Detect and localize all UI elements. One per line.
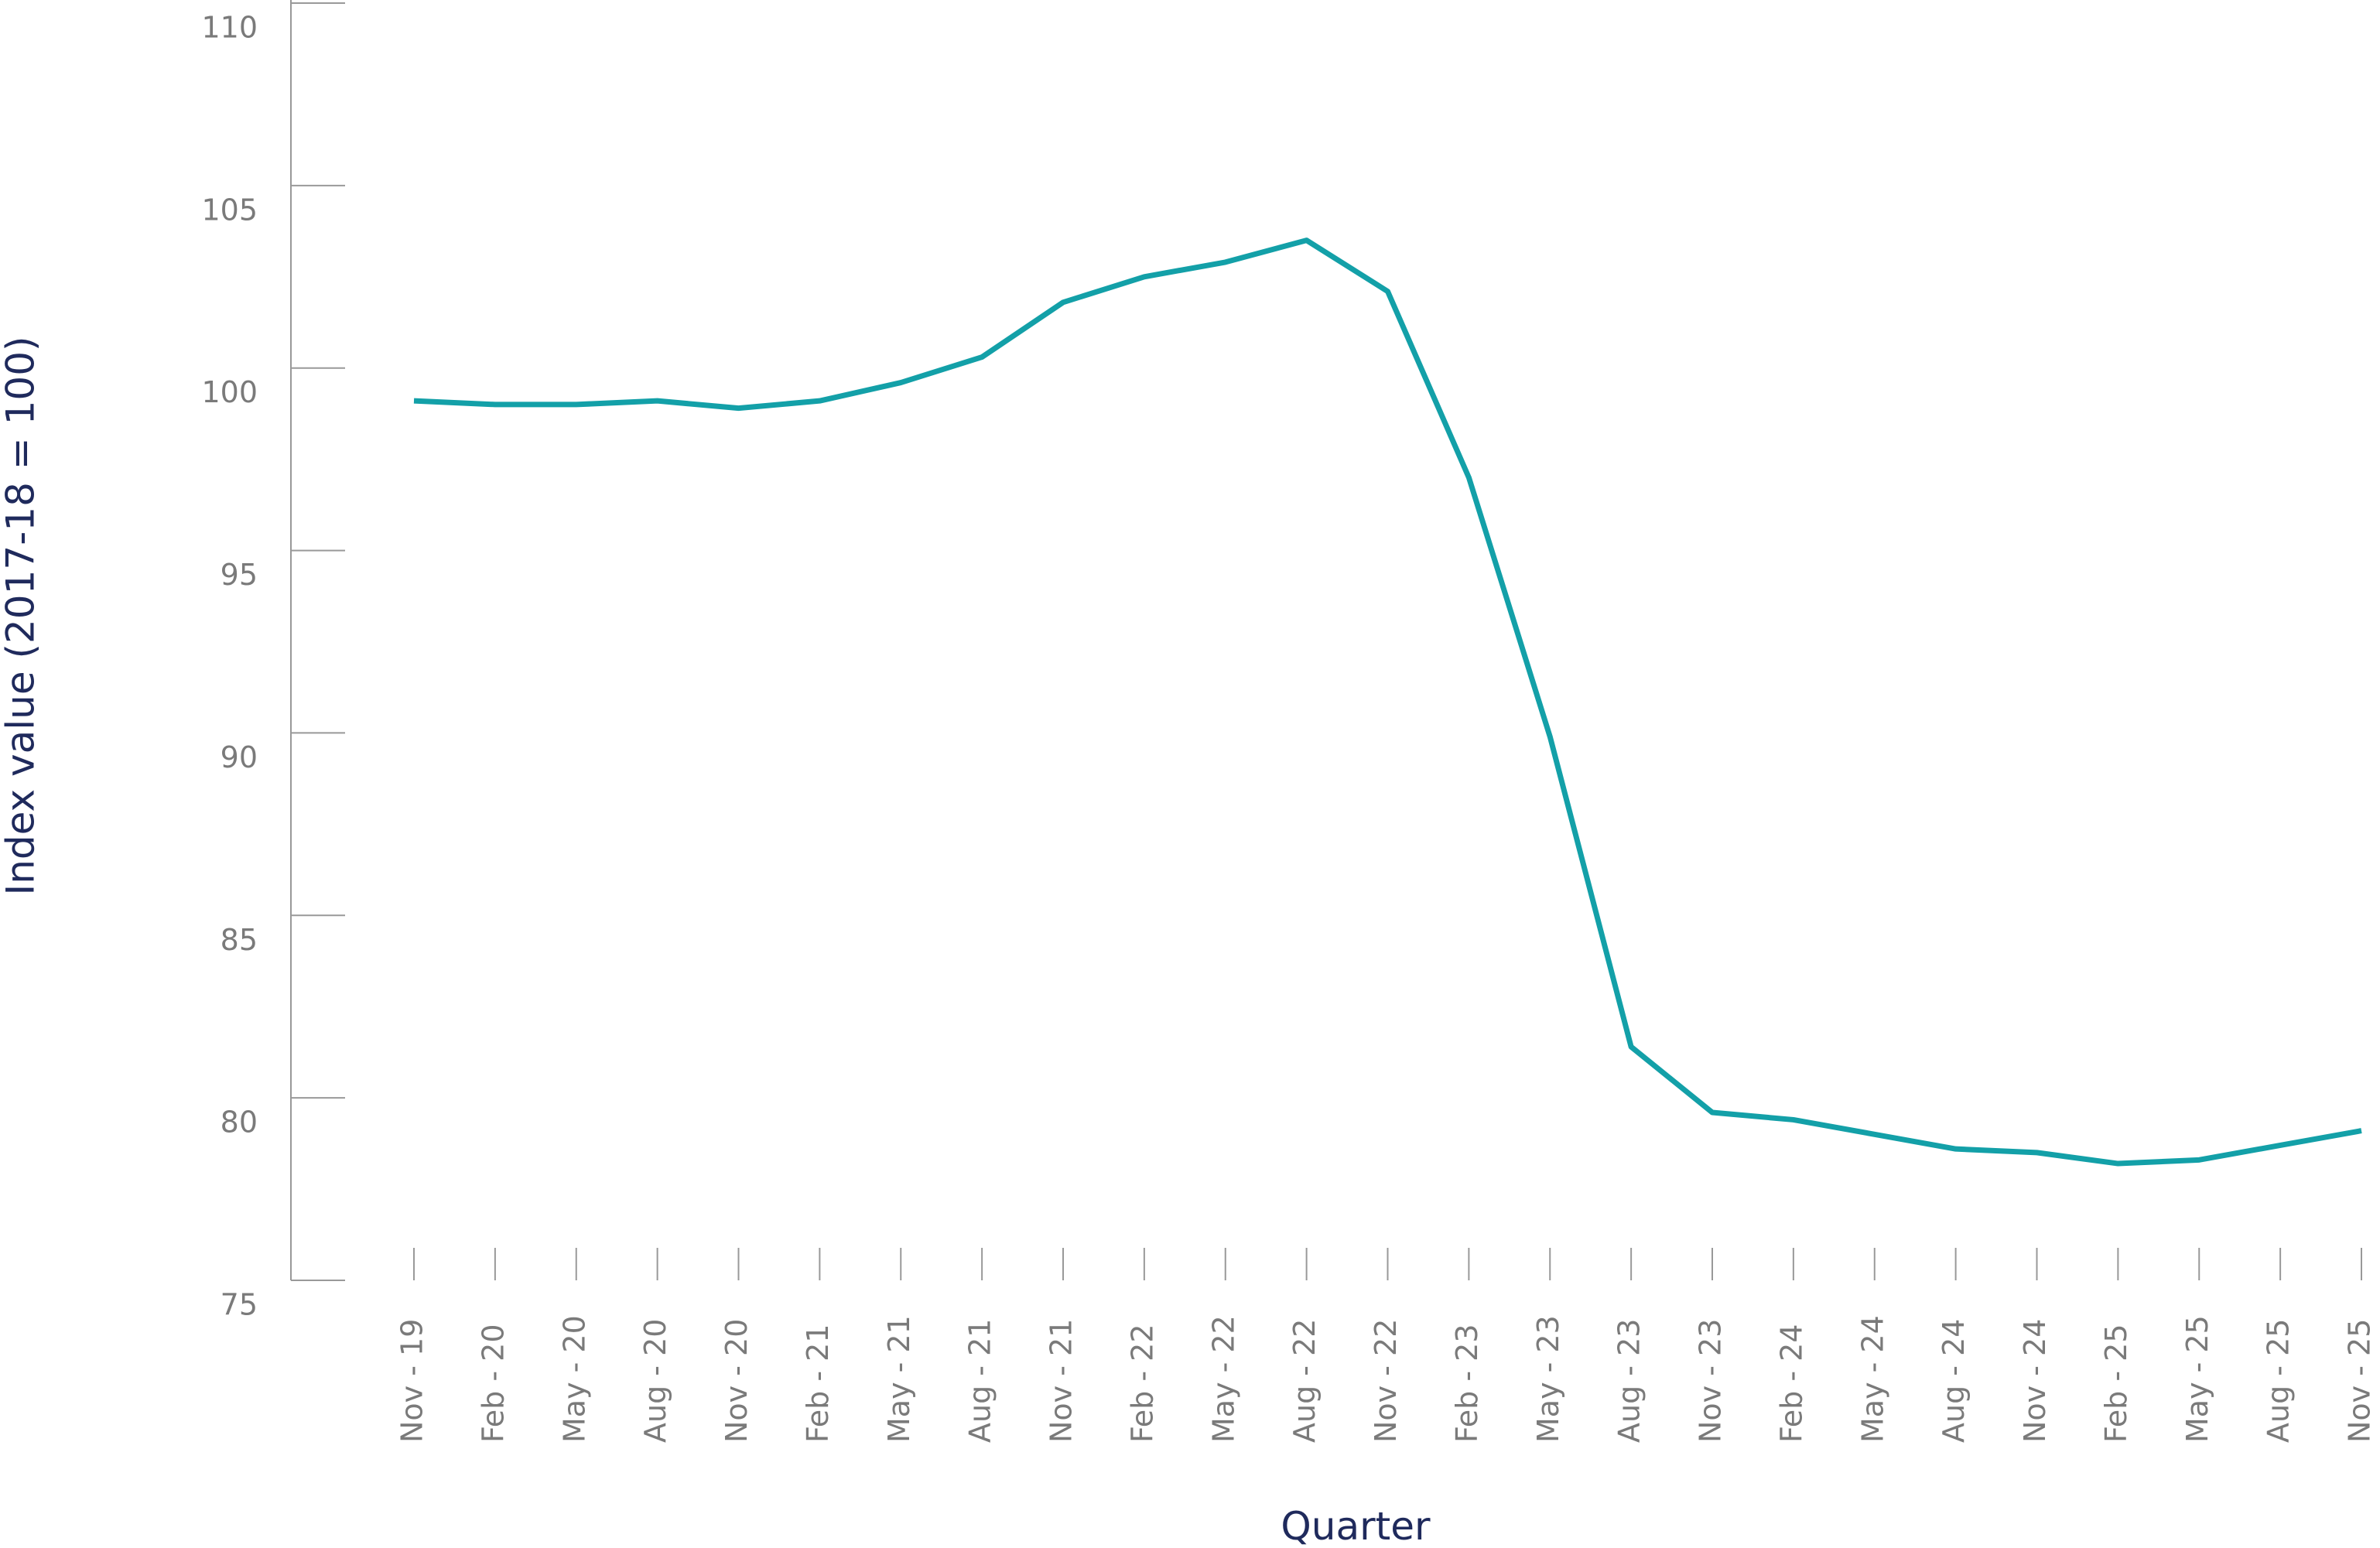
x-tick-label: Aug - 23	[1612, 1319, 1647, 1443]
x-tick-label: Nov - 24	[2018, 1319, 2052, 1443]
y-axis-title: Index value (2017-18 = 100)	[0, 336, 43, 895]
y-tick-label: 80	[221, 1105, 258, 1140]
y-tick-label: 75	[221, 1288, 258, 1322]
x-tick-label: Nov - 19	[395, 1319, 429, 1443]
y-tick-label: 95	[221, 558, 258, 592]
x-tick-label: May - 24	[1855, 1315, 1889, 1443]
x-tick-label: Nov - 25	[2343, 1319, 2377, 1443]
y-tick-label: 90	[221, 740, 258, 774]
x-tick-label: Aug - 24	[1937, 1319, 1971, 1443]
x-tick-label: May - 22	[1206, 1315, 1240, 1443]
x-tick-label: Nov - 20	[720, 1319, 754, 1443]
x-tick-label: Feb - 21	[801, 1324, 835, 1443]
data-line	[413, 237, 2362, 1167]
x-tick-label: May - 25	[2180, 1315, 2214, 1443]
x-tick-label: Feb - 24	[1774, 1324, 1808, 1443]
x-tick-label: Feb - 20	[476, 1324, 510, 1443]
x-tick-label: May - 21	[882, 1315, 916, 1443]
y-tick-label: 85	[221, 923, 258, 957]
x-tick-label: May - 23	[1531, 1315, 1565, 1443]
y-tick-label: 100	[201, 375, 258, 409]
x-tick-label: Feb - 23	[1450, 1324, 1484, 1443]
x-tick-label: Aug - 20	[638, 1319, 672, 1443]
x-tick-label: Nov - 23	[1694, 1319, 1728, 1443]
x-tick-label: Aug - 22	[1287, 1319, 1322, 1443]
x-tick-label: Feb - 22	[1125, 1324, 1159, 1443]
x-tick-label: Nov - 22	[1369, 1319, 1403, 1443]
x-tick-label: May - 20	[557, 1315, 591, 1443]
x-axis-title: Quarter	[1281, 1504, 1431, 1548]
x-tick-label: Nov - 21	[1045, 1319, 1079, 1443]
x-tick-label: Aug - 25	[2262, 1319, 2296, 1443]
x-tick-label: Aug - 21	[963, 1319, 997, 1443]
y-tick-label: 105	[201, 193, 258, 227]
x-tick-label: Feb - 25	[2099, 1324, 2133, 1443]
y-tick-label: 110	[201, 11, 258, 45]
